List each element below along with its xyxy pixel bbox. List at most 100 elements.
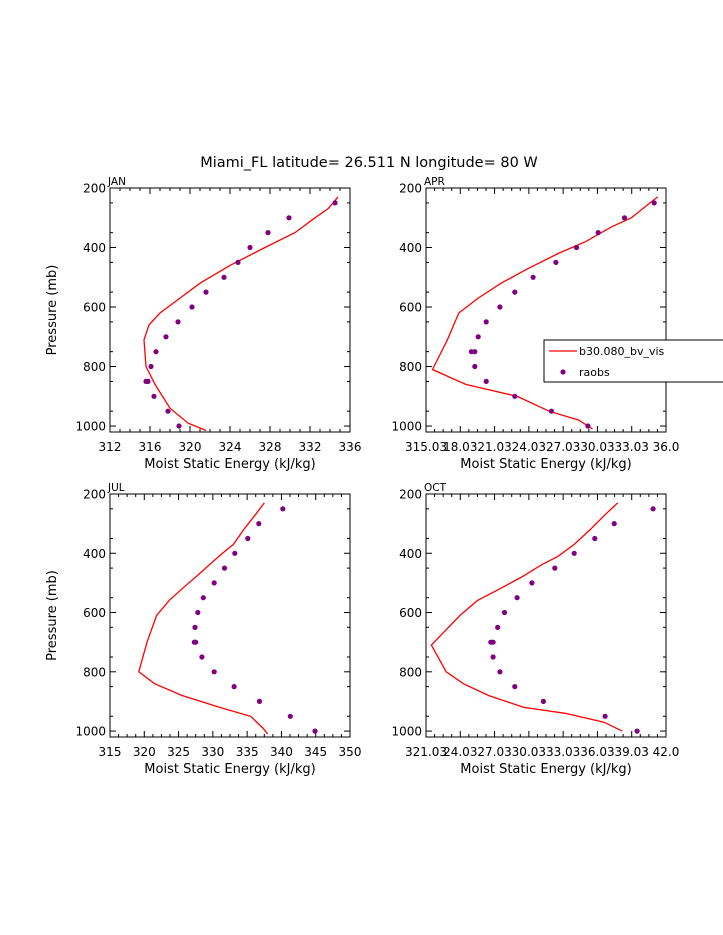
raobs-point bbox=[530, 274, 536, 280]
x-tick-label: 36.03 bbox=[580, 745, 614, 759]
raobs-point bbox=[475, 334, 481, 340]
x-tick-label: 312 bbox=[99, 440, 122, 454]
raobs-point bbox=[501, 609, 508, 616]
x-axis-label: Moist Static Energy (kJ/kg) bbox=[144, 457, 315, 472]
raobs-point bbox=[573, 244, 580, 251]
y-tick-label: 1000 bbox=[391, 420, 422, 434]
raobs-point bbox=[175, 319, 181, 325]
x-tick-label: 39.03 bbox=[615, 745, 649, 759]
raobs-point bbox=[192, 624, 198, 631]
raobs-point bbox=[199, 654, 205, 660]
plot-frame bbox=[109, 187, 351, 433]
raobs-point bbox=[483, 378, 489, 384]
raobs-point bbox=[514, 595, 520, 601]
raobs-point bbox=[611, 521, 617, 527]
x-tick-label: 328 bbox=[259, 440, 282, 454]
x-tick-label: 336 bbox=[339, 440, 362, 454]
raobs-point bbox=[552, 565, 558, 571]
raobs-point bbox=[265, 230, 271, 236]
raobs-point bbox=[165, 408, 171, 414]
raobs-point bbox=[529, 580, 535, 586]
raobs-point bbox=[332, 200, 338, 206]
y-tick-label: 400 bbox=[399, 241, 422, 255]
panel-title: JAN bbox=[107, 176, 126, 188]
y-tick-label: 800 bbox=[83, 665, 106, 679]
panel-title: OCT bbox=[424, 482, 447, 494]
x-tick-label: 315 bbox=[99, 745, 122, 759]
x-tick-label: 325 bbox=[167, 745, 190, 759]
x-tick-label: 27.03 bbox=[546, 440, 580, 454]
legend-frame bbox=[543, 339, 723, 383]
x-tick-label: 350 bbox=[339, 745, 362, 759]
raobs-point bbox=[592, 535, 598, 542]
x-tick-label: 320 bbox=[133, 745, 156, 759]
raobs-point bbox=[490, 654, 496, 660]
legend-marker-label: raobs bbox=[579, 366, 610, 379]
raobs-point bbox=[193, 639, 199, 645]
raobs-point bbox=[211, 669, 217, 675]
x-tick-label: 21.03 bbox=[477, 440, 511, 454]
raobs-point bbox=[256, 521, 262, 527]
model-line-series bbox=[430, 502, 623, 732]
y-tick-label: 800 bbox=[399, 665, 422, 679]
y-tick-label: 600 bbox=[399, 606, 422, 620]
raobs-point bbox=[256, 698, 263, 705]
raobs-point bbox=[495, 624, 501, 631]
y-tick-label: 200 bbox=[83, 182, 106, 196]
raobs-point bbox=[176, 423, 182, 429]
raobs-point bbox=[634, 728, 640, 734]
raobs-point bbox=[602, 713, 608, 719]
x-axis-label: Moist Static Energy (kJ/kg) bbox=[144, 762, 315, 777]
x-axis-label: Moist Static Energy (kJ/kg) bbox=[460, 457, 631, 472]
raobs-point bbox=[247, 244, 253, 251]
raobs-point bbox=[245, 535, 251, 542]
legend-line-label: b30.080_bv_vis bbox=[579, 345, 665, 358]
raobs-point bbox=[548, 408, 555, 414]
x-tick-label: 330 bbox=[201, 745, 224, 759]
x-tick-label: 18.03 bbox=[443, 440, 477, 454]
raobs-point bbox=[235, 259, 241, 265]
panels-group: JAN 312 316 320 324 328 332 336 200 400 600 800 1000… bbox=[45, 176, 679, 777]
raobs-point bbox=[287, 713, 293, 719]
figure-title: Miami_FL latitude= 26.511 N longitude= 8… bbox=[200, 155, 538, 171]
y-tick-label: 200 bbox=[399, 182, 422, 196]
x-tick-label: 36.0 bbox=[653, 440, 680, 454]
y-tick-label: 1000 bbox=[75, 725, 106, 739]
x-tick-label: 315.03 bbox=[405, 440, 447, 454]
raobs-point bbox=[595, 230, 601, 236]
raobs-point bbox=[148, 363, 154, 370]
panel-jul: JUL 315 320 325 330 335 340 345 350 200 400 600 800 1… bbox=[45, 482, 361, 777]
raobs-point bbox=[621, 215, 628, 221]
x-tick-label: 42.0 bbox=[653, 745, 680, 759]
x-tick-label: 24.03 bbox=[512, 440, 546, 454]
x-axis-label: Moist Static Energy (kJ/kg) bbox=[460, 762, 631, 777]
y-tick-label: 200 bbox=[83, 488, 106, 502]
raobs-point bbox=[151, 393, 157, 399]
raobs-point bbox=[512, 684, 518, 690]
x-tick-label: 335 bbox=[236, 745, 259, 759]
panel-jan: JAN 312 316 320 324 328 332 336 200 400 600 800 1000… bbox=[45, 176, 361, 472]
raobs-point bbox=[540, 698, 547, 705]
x-tick-label: 320 bbox=[179, 440, 202, 454]
raobs-point bbox=[468, 349, 474, 355]
x-tick-label: 33.03 bbox=[546, 745, 580, 759]
raobs-point bbox=[189, 304, 195, 310]
y-tick-label: 1000 bbox=[75, 420, 106, 434]
y-tick-label: 600 bbox=[83, 301, 106, 315]
y-axis-label: Pressure (mb) bbox=[45, 570, 60, 661]
x-tick-label: 340 bbox=[270, 745, 293, 759]
raobs-point bbox=[195, 609, 201, 616]
plot-frame bbox=[425, 493, 667, 738]
raobs-point bbox=[651, 200, 657, 206]
raobs-point bbox=[221, 565, 228, 571]
raobs-point bbox=[231, 684, 237, 690]
y-tick-label: 400 bbox=[399, 547, 422, 561]
x-tick-label: 321.03 bbox=[405, 745, 447, 759]
raobs-point bbox=[203, 289, 209, 295]
x-tick-label: 316 bbox=[139, 440, 162, 454]
x-tick-label: 324 bbox=[219, 440, 242, 454]
x-tick-label: 30.03 bbox=[580, 440, 614, 454]
model-line-series bbox=[143, 196, 339, 432]
